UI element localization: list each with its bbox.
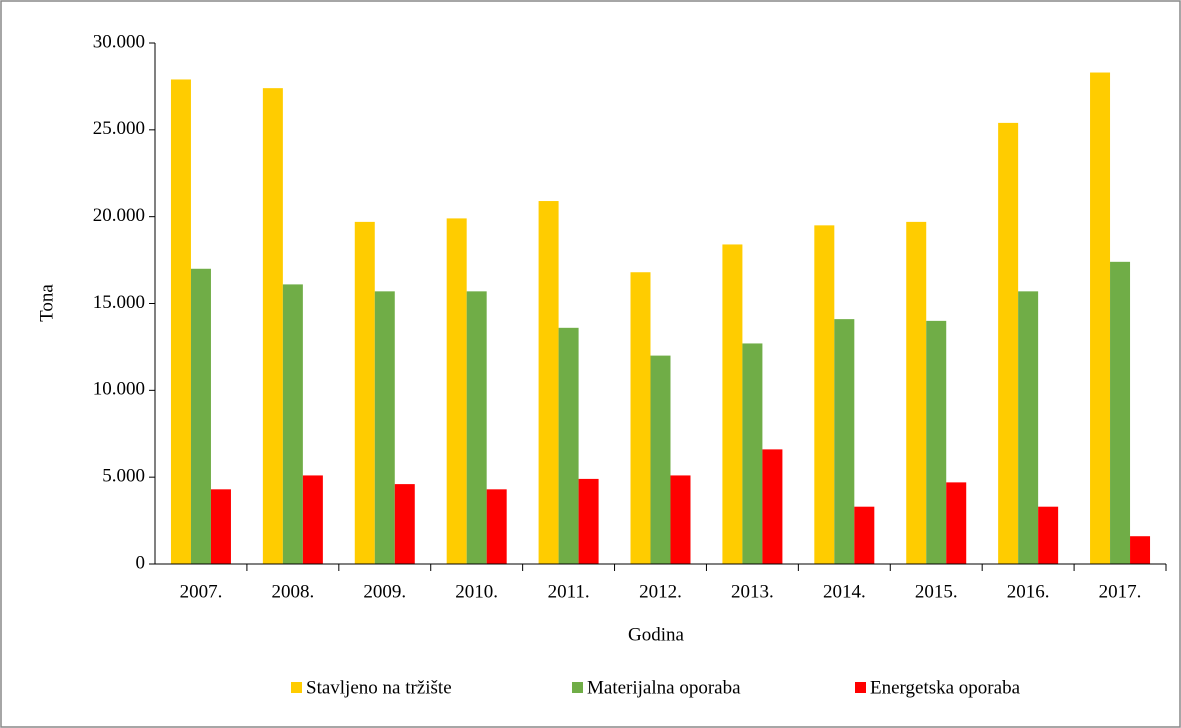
bar [1090, 72, 1111, 565]
bar [374, 291, 395, 564]
bar [1110, 261, 1131, 564]
y-tick-label: 15.000 [93, 292, 145, 313]
x-tick-label: 2007. [180, 581, 223, 602]
bar [906, 221, 927, 565]
bar [926, 320, 947, 564]
bar [538, 201, 559, 564]
x-tick-label: 2013. [731, 581, 774, 602]
bar [722, 244, 743, 564]
legend-label: Stavljeno na tržište [306, 677, 452, 698]
x-tick-label: 2011. [548, 581, 590, 602]
legend-swatch [855, 682, 866, 693]
legend-swatch [572, 682, 583, 693]
bar [630, 272, 651, 564]
legend-label: Energetska oporaba [870, 677, 1021, 698]
bar [466, 291, 487, 564]
x-tick-label: 2014. [823, 581, 866, 602]
bar [170, 79, 191, 564]
bar [282, 284, 303, 564]
bar [190, 268, 211, 564]
bar [670, 475, 691, 564]
y-tick-label: 0 [136, 552, 146, 573]
bar [742, 343, 763, 564]
legend-label: Materijalna oporaba [587, 677, 741, 698]
bar [834, 319, 855, 564]
bar [946, 482, 967, 564]
y-tick-label: 30.000 [93, 31, 145, 52]
x-tick-label: 2012. [639, 581, 682, 602]
bar [446, 218, 467, 565]
bar [558, 327, 579, 564]
x-tick-label: 2009. [363, 581, 406, 602]
x-tick-label: 2015. [915, 581, 958, 602]
legend-swatch [291, 682, 302, 693]
bar [1038, 506, 1059, 564]
bar [854, 506, 875, 564]
bar [578, 478, 599, 564]
x-axis-label: Godina [628, 624, 685, 645]
bar [302, 475, 323, 564]
y-axis-label: Tona [36, 284, 57, 322]
y-tick-label: 25.000 [93, 118, 145, 139]
y-tick-label: 10.000 [93, 379, 145, 400]
bar [650, 355, 671, 564]
bar [1018, 291, 1039, 564]
y-tick-label: 5.000 [102, 466, 145, 487]
bar [762, 449, 783, 564]
bar [1130, 536, 1151, 564]
x-tick-label: 2010. [455, 581, 498, 602]
y-tick-label: 20.000 [93, 205, 145, 226]
bar [394, 484, 415, 564]
bar [262, 88, 283, 565]
x-tick-label: 2008. [271, 581, 314, 602]
bar [210, 489, 231, 564]
bar [486, 489, 507, 564]
bar [354, 221, 375, 565]
bar [998, 122, 1019, 565]
x-tick-label: 2017. [1099, 581, 1142, 602]
x-tick-label: 2016. [1007, 581, 1050, 602]
bar [814, 225, 835, 564]
